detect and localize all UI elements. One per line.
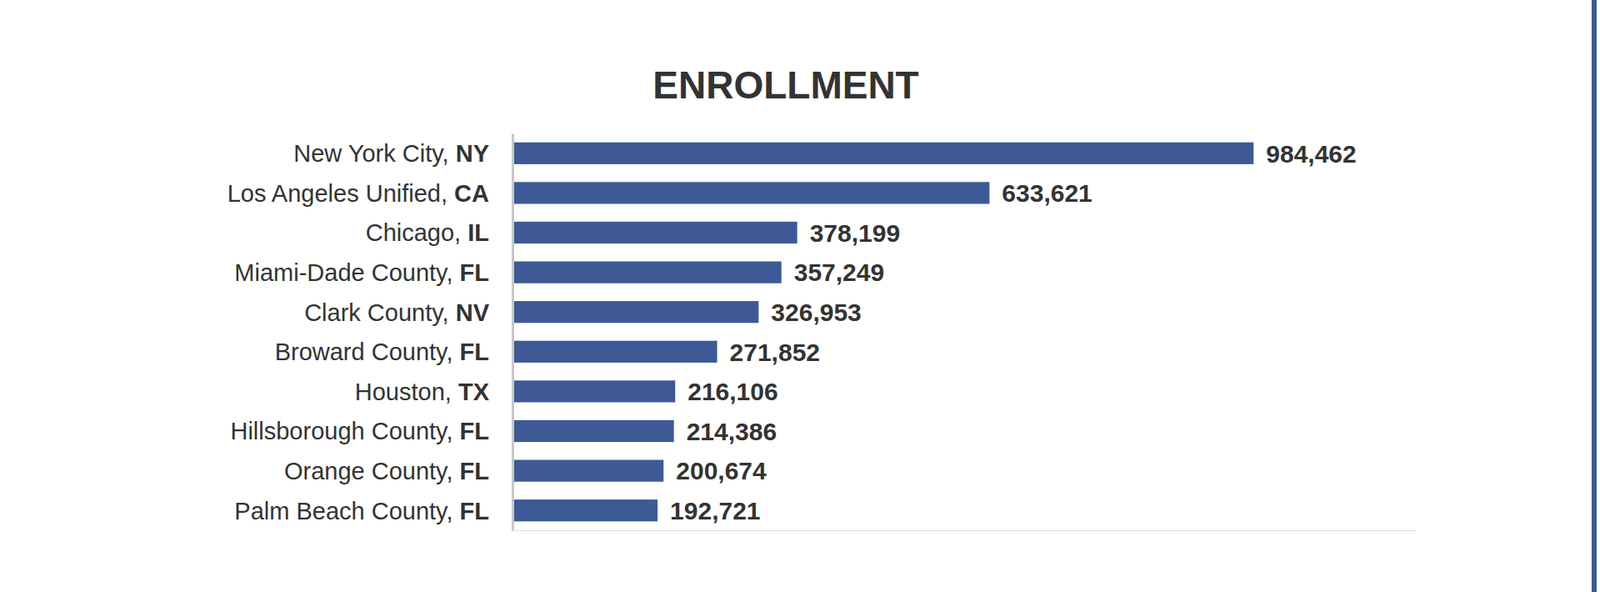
chart-title: ENROLLMENT [652,63,919,107]
data-label: 326,953 [770,298,861,326]
category-state: IL [467,219,490,246]
y-tick: Los Angeles Unified, CA [227,180,513,207]
bar [512,221,798,244]
data-label: 216,106 [687,377,778,405]
bar [512,181,990,204]
category-state: NY [455,140,490,167]
y-tick-label: New York City, NY [293,140,490,167]
y-tick-label: Miami-Dade County, FL [234,259,490,286]
y-tick: Houston, TX [355,378,513,405]
bar [512,460,664,482]
y-axis: New York City, NYLos Angeles Unified, CA… [227,134,514,531]
y-tick-label: Houston, TX [355,378,490,405]
y-tick-label: Broward County, FL [275,338,490,365]
y-tick-label: Orange County, FL [284,457,490,485]
bar [512,499,658,521]
y-axis-line [511,134,515,531]
y-tick-label: Los Angeles Unified, CA [227,180,490,207]
data-label: 200,674 [675,456,767,485]
category-state: CA [454,180,490,207]
category-state: FL [460,457,490,485]
data-label: 984,462 [1265,140,1356,168]
data-labels: 984,462 633,621 378,199 357,249 326,953 271,8… [670,140,1357,525]
category-name: Houston, [355,378,459,405]
y-tick: Orange County, FL [284,457,513,485]
bar [512,300,759,323]
chart: ENROLLMENTNew York City, NYLos Angeles U… [0,0,1600,592]
bar [512,380,675,402]
y-tick-label: Chicago, IL [365,219,490,246]
page-border [1591,0,1597,592]
y-tick: Chicago, IL [365,219,513,246]
category-name: Palm Beach County, [234,497,460,525]
bar [512,340,718,363]
y-tick: Broward County, FL [275,338,513,365]
bar [512,261,782,284]
bars [512,142,1254,522]
category-name: New York City, [293,140,455,167]
bar [512,142,1254,165]
y-tick: Miami-Dade County, FL [234,259,513,286]
y-tick: Palm Beach County, FL [234,497,513,525]
category-name: Broward County, [275,338,460,365]
data-label: 633,621 [1001,179,1092,207]
category-state: FL [460,259,490,286]
category-name: Los Angeles Unified, [227,180,455,207]
data-label: 378,199 [810,219,900,247]
x-axis-line [513,530,1417,531]
category-state: NV [455,299,490,326]
y-tick-label: Hillsborough County, FL [230,417,490,445]
data-label: 271,852 [730,338,820,366]
data-label: 214,386 [686,417,777,445]
y-tick-label: Palm Beach County, FL [234,497,490,525]
category-state: FL [460,497,490,525]
category-name: Hillsborough County, [230,417,460,445]
y-tick: New York City, NY [293,140,513,167]
category-state: FL [460,338,490,365]
category-name: Clark County, [304,299,456,326]
data-label: 357,249 [794,258,885,286]
y-tick: Clark County, NV [304,299,513,326]
category-name: Miami-Dade County, [234,259,460,286]
y-tick-label: Clark County, NV [304,299,490,326]
x-axis [513,530,1417,531]
category-name: Chicago, [365,219,469,246]
data-label: 192,721 [670,496,760,525]
category-name: Orange County, [284,457,460,485]
category-state: FL [460,417,490,445]
bar [512,420,675,442]
category-state: TX [458,378,490,405]
y-tick: Hillsborough County, FL [230,417,513,445]
